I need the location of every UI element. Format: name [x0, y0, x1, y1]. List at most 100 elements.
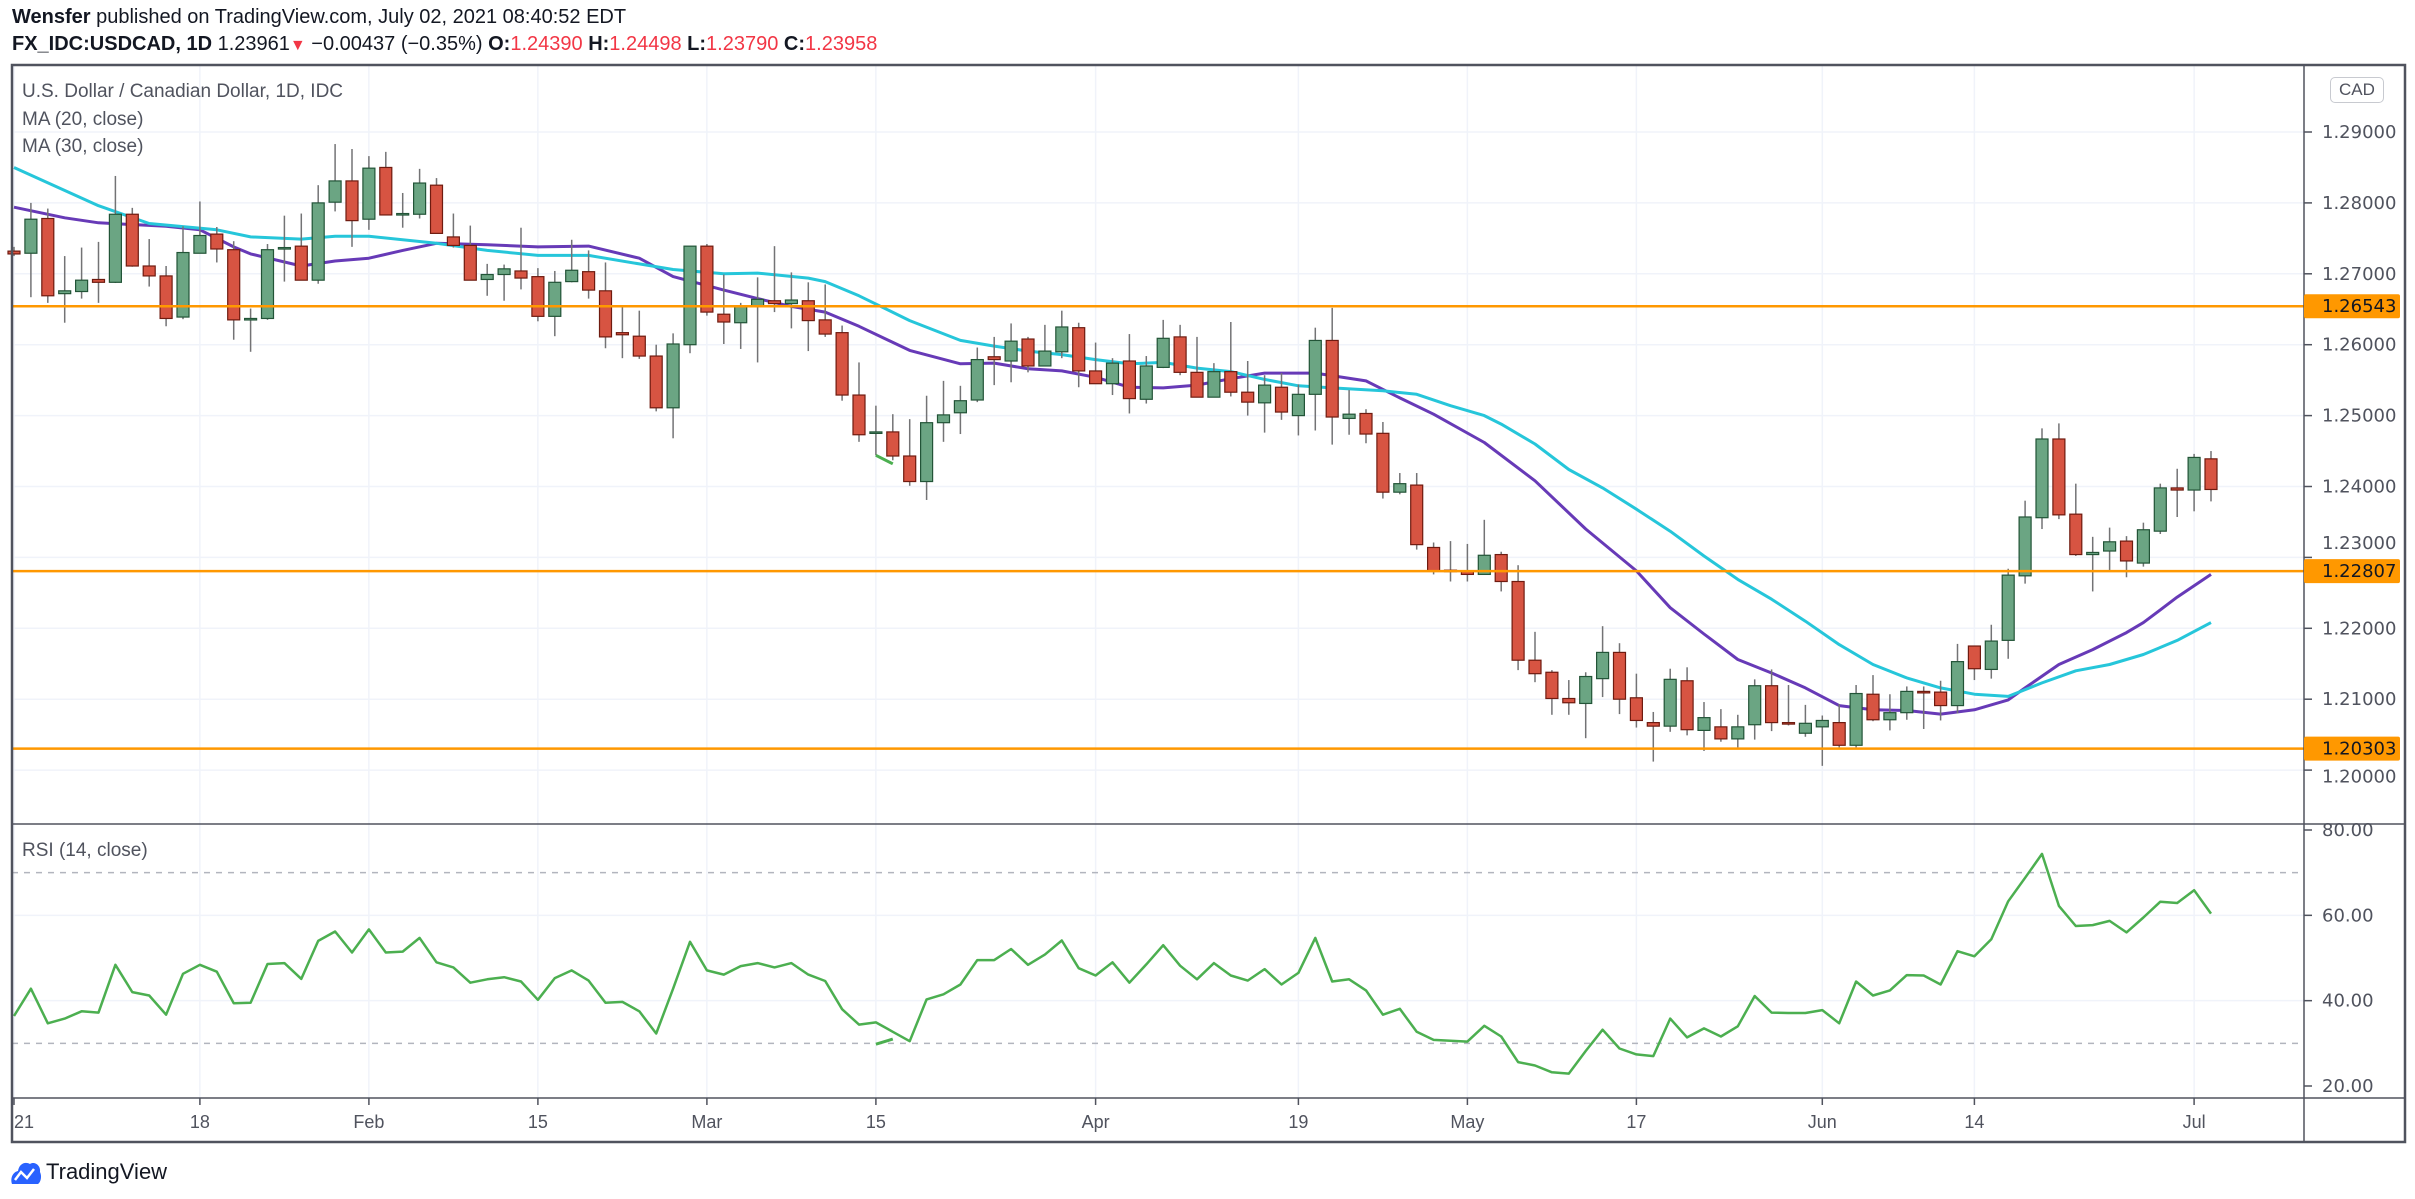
candle-body: [970, 358, 984, 401]
candle-body: [1257, 384, 1272, 404]
candle-body: [1984, 640, 1998, 671]
level-price-tag: [2304, 736, 2400, 761]
candle-down: [1021, 336, 1035, 373]
candle-body: [1562, 697, 1576, 704]
open-label: O:: [488, 33, 511, 55]
price-axis-label: 1.25000: [2322, 406, 2396, 427]
candle-body: [7, 250, 21, 255]
candle-up: [1798, 704, 1813, 737]
candle-up: [362, 156, 376, 230]
candle-body: [801, 300, 815, 322]
candle-down: [294, 213, 308, 281]
rsi-drawing[interactable]: [875, 1037, 894, 1046]
candle-body: [1545, 671, 1559, 700]
candle-down: [1190, 336, 1204, 398]
candle-down: [801, 282, 815, 352]
candle-body: [852, 394, 866, 436]
candle-body: [277, 246, 291, 250]
candle-body: [429, 184, 444, 234]
candle-body: [1072, 327, 1086, 372]
legend-rsi[interactable]: RSI (14, close): [22, 840, 148, 861]
candle-body: [1714, 726, 1728, 740]
candle-body: [869, 431, 883, 435]
candle-up: [1849, 685, 1863, 748]
candle-body: [767, 300, 782, 305]
candle-up: [1731, 714, 1745, 748]
candle-body: [1528, 659, 1542, 675]
tradingview-logo[interactable]: TradingView: [10, 1158, 167, 1186]
candle-body: [1139, 365, 1153, 400]
candle-body: [260, 249, 275, 320]
candle-body: [1680, 680, 1694, 731]
candle-body: [74, 279, 89, 293]
candle-down: [1629, 673, 1644, 728]
candle-body: [1004, 340, 1018, 362]
candle-down: [1917, 686, 1931, 729]
price-axis-label: 1.21000: [2322, 689, 2396, 710]
legend-ma20[interactable]: MA (20, close): [22, 109, 144, 130]
candle-up: [497, 264, 511, 301]
trend-drawing[interactable]: [875, 453, 894, 466]
legend-ma30[interactable]: MA (30, close): [22, 136, 144, 157]
candle-up: [1984, 624, 1998, 679]
candle-body: [176, 251, 190, 318]
candle-down: [2204, 451, 2218, 502]
time-axis-label: Jul: [2183, 1112, 2206, 1132]
candle-body: [1781, 721, 1796, 725]
candle-body: [666, 343, 680, 409]
candle-body: [1038, 350, 1052, 367]
candle-body: [311, 202, 325, 281]
candle-down: [1072, 322, 1086, 388]
candle-body: [2001, 574, 2015, 641]
candle-body: [58, 290, 72, 295]
time-axis-label: Feb: [353, 1112, 384, 1132]
candle-down: [1376, 421, 1390, 499]
candle-up: [936, 380, 951, 442]
price-axis-label: 1.28000: [2322, 193, 2396, 214]
candle-up: [970, 347, 984, 403]
candle-down: [581, 250, 596, 299]
candle-body: [463, 244, 477, 281]
candle-down: [700, 244, 714, 316]
author-name[interactable]: Wensfer: [12, 6, 91, 28]
candle-down: [227, 241, 241, 340]
candle-up: [2103, 527, 2117, 571]
candle-down: [210, 227, 224, 263]
candle-down: [852, 362, 866, 442]
candle-body: [1393, 483, 1407, 493]
candle-body: [1410, 484, 1424, 546]
price-axis-label: 1.24000: [2322, 477, 2396, 498]
candle-body: [598, 290, 613, 338]
candle-up: [1393, 473, 1407, 495]
candle-body: [210, 233, 224, 250]
candle-body: [1612, 651, 1627, 700]
price-change: −0.00437 (−0.35%): [311, 33, 483, 55]
time-axis-label: 15: [866, 1112, 886, 1132]
candle-body: [1224, 371, 1238, 393]
candle-up: [2035, 428, 2049, 530]
logo-text: TradingView: [46, 1159, 168, 1184]
candle-down: [125, 207, 139, 267]
candle-up: [1477, 519, 1491, 576]
candle-down: [1426, 542, 1441, 575]
candle-body: [24, 218, 38, 254]
time-axis-label: Mar: [691, 1112, 722, 1132]
rsi-axis-label: 20.00: [2322, 1076, 2374, 1097]
candle-down: [2069, 483, 2083, 556]
currency-button[interactable]: CAD: [2330, 77, 2384, 103]
candle-body: [1325, 339, 1339, 418]
candle-down: [987, 336, 1001, 386]
candle-body: [784, 299, 799, 305]
candle-down: [1562, 680, 1576, 715]
candle-down: [1714, 709, 1728, 742]
candle-body: [244, 317, 258, 321]
candle-body: [1190, 371, 1204, 398]
time-axis-label: Jun: [1808, 1112, 1837, 1132]
candle-down: [1646, 711, 1660, 762]
candle-up: [1105, 358, 1120, 396]
rsi-axis-label: 60.00: [2322, 905, 2374, 926]
candle-up: [193, 201, 207, 254]
candle-body: [2103, 541, 2117, 552]
candle-up: [2001, 568, 2015, 659]
